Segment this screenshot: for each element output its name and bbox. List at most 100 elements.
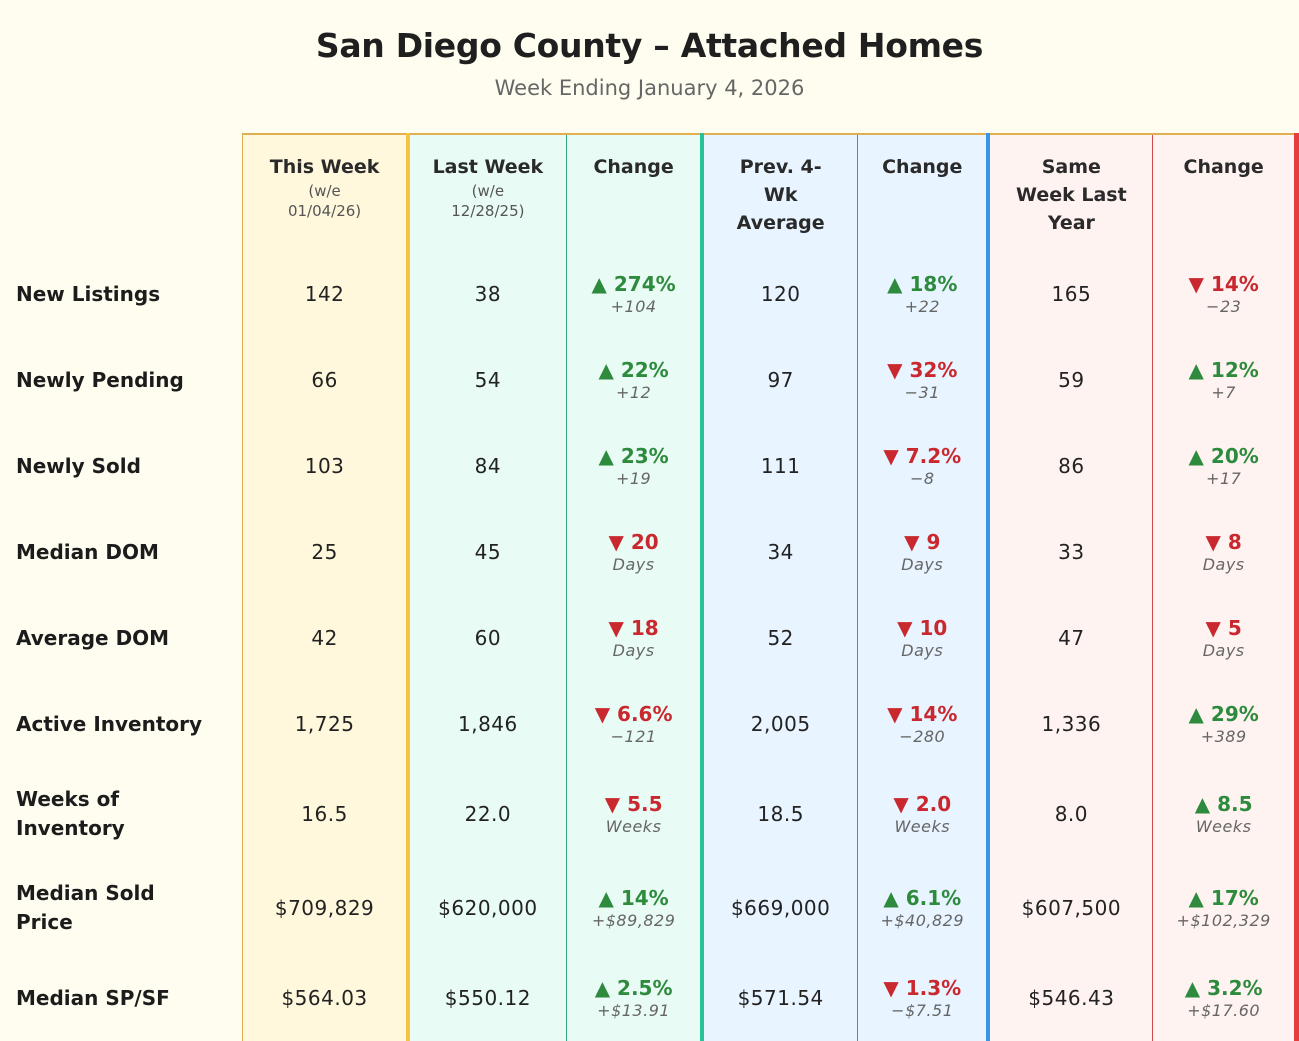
prev-avg-value: 52 [702, 595, 858, 681]
change-value: ▲ 6.1% [883, 886, 961, 910]
table-row: Average DOM 42 60 ▼ 18 Days 52 ▼ 10 Days 4… [0, 595, 1299, 681]
triangle-up-icon: ▲ [1188, 701, 1204, 726]
change-percent: 14% [909, 701, 958, 726]
change-percent: 8.5 [1217, 791, 1253, 816]
change-detail: +12 [615, 382, 652, 402]
change-detail: Days [612, 554, 655, 574]
change-cell: ▼ 5 Days [1152, 595, 1299, 681]
last-week-value: $550.12 [407, 955, 567, 1041]
triangle-up-icon: ▲ [598, 357, 614, 382]
prev-avg-value: 2,005 [702, 681, 858, 767]
header-change-vs-last-week: Change [566, 133, 705, 251]
row-label: Newly Sold [0, 423, 243, 509]
change-cell: ▲ 20% +17 [1152, 423, 1299, 509]
change-detail: +389 [1200, 726, 1247, 746]
change-cell: ▲ 29% +389 [1152, 681, 1299, 767]
change-value: ▲ 14% [598, 886, 668, 910]
header-label: Change [593, 156, 674, 178]
change-value: ▼ 14% [887, 702, 957, 726]
change-percent: 18 [630, 615, 659, 640]
change-cell: ▼ 5.5 Weeks [566, 767, 705, 861]
row-label: Median DOM [0, 509, 243, 595]
change-detail: Days [612, 640, 655, 660]
prev-avg-value: 111 [702, 423, 858, 509]
header-change-vs-4wk: Change [857, 133, 991, 251]
this-week-value: 103 [242, 423, 410, 509]
change-percent: 14% [1210, 271, 1259, 296]
this-week-value: 25 [242, 509, 410, 595]
change-cell: ▲ 17% +$102,329 [1152, 861, 1299, 955]
triangle-up-icon: ▲ [594, 975, 611, 1000]
change-value: ▲ 20% [1189, 444, 1259, 468]
change-detail: Days [901, 554, 944, 574]
change-detail: +104 [610, 296, 657, 316]
header-label: Last Week [432, 156, 544, 178]
change-value: ▼ 20 [609, 530, 659, 554]
page-subtitle: Week Ending January 4, 2026 [494, 76, 805, 100]
change-value: ▲ 3.2% [1185, 976, 1263, 1000]
last-week-value: 1,846 [407, 681, 567, 767]
change-value: ▲ 2.5% [595, 976, 673, 1000]
table-row: Newly Sold 103 84 ▲ 23% +19 111 ▼ 7.2% −8 … [0, 423, 1299, 509]
change-value: ▲ 8.5 [1195, 792, 1253, 816]
change-value: ▲ 23% [598, 444, 668, 468]
table-row: Active Inventory 1,725 1,846 ▼ 6.6% −121 … [0, 681, 1299, 767]
table-row: Weeks of Inventory 16.5 22.0 ▼ 5.5 Weeks … [0, 767, 1299, 861]
triangle-up-icon: ▲ [591, 271, 607, 296]
last-week-value: 38 [407, 251, 567, 337]
change-percent: 3.2% [1207, 975, 1263, 1000]
change-percent: 32% [909, 357, 958, 382]
triangle-down-icon: ▼ [1205, 529, 1221, 554]
row-label-text: Median SP/SF [16, 985, 170, 1010]
prev-avg-value: $571.54 [702, 955, 858, 1041]
row-label: New Listings [0, 251, 243, 337]
header-sublabel: (w/e 12/28/25) [451, 182, 525, 220]
change-value: ▼ 18 [609, 616, 659, 640]
change-percent: 6.6% [617, 701, 673, 726]
row-label-text: Median Sold Price [16, 881, 155, 934]
last-year-value: 8.0 [988, 767, 1153, 861]
header-row: This Week (w/e 01/04/26) Last Week (w/e 12/… [0, 133, 1299, 251]
change-cell: ▼ 18 Days [566, 595, 705, 681]
row-label-text: Newly Sold [16, 453, 141, 478]
change-percent: 20 [630, 529, 659, 554]
change-value: ▲ 18% [887, 272, 957, 296]
triangle-down-icon: ▼ [887, 701, 903, 726]
page-title: San Diego County – Attached Homes [315, 26, 984, 65]
change-cell: ▼ 1.3% −$7.51 [857, 955, 991, 1041]
last-week-value: 45 [407, 509, 567, 595]
change-value: ▼ 6.6% [595, 702, 673, 726]
change-percent: 9 [926, 529, 941, 554]
last-year-value: 1,336 [988, 681, 1153, 767]
row-label-text: Median DOM [16, 539, 159, 564]
change-value: ▲ 274% [592, 272, 676, 296]
change-value: ▼ 8 [1206, 530, 1242, 554]
row-label: Active Inventory [0, 681, 243, 767]
change-percent: 5 [1227, 615, 1242, 640]
change-value: ▼ 9 [904, 530, 940, 554]
change-value: ▼ 10 [897, 616, 947, 640]
triangle-down-icon: ▼ [887, 357, 903, 382]
triangle-up-icon: ▲ [1188, 357, 1204, 382]
triangle-up-icon: ▲ [598, 885, 614, 910]
row-label-text: Newly Pending [16, 367, 184, 392]
change-detail: Weeks [894, 816, 951, 836]
change-detail: +7 [1211, 382, 1236, 402]
this-week-value: $564.03 [242, 955, 410, 1041]
change-value: ▲ 17% [1189, 886, 1259, 910]
change-cell: ▼ 9 Days [857, 509, 991, 595]
triangle-up-icon: ▲ [598, 443, 614, 468]
row-label-text: New Listings [16, 281, 161, 306]
row-label: Median Sold Price [0, 861, 243, 955]
header-prev-4wk-average: Prev. 4-Wk Average [702, 133, 858, 251]
row-label-text: Average DOM [16, 625, 170, 650]
triangle-down-icon: ▼ [594, 701, 611, 726]
change-detail: Days [1202, 640, 1245, 660]
change-value: ▼ 5 [1206, 616, 1242, 640]
this-week-value: $709,829 [242, 861, 410, 955]
last-year-value: $546.43 [988, 955, 1153, 1041]
change-detail: −23 [1206, 296, 1242, 316]
last-week-value: 60 [407, 595, 567, 681]
change-value: ▼ 32% [887, 358, 957, 382]
last-week-value: 84 [407, 423, 567, 509]
